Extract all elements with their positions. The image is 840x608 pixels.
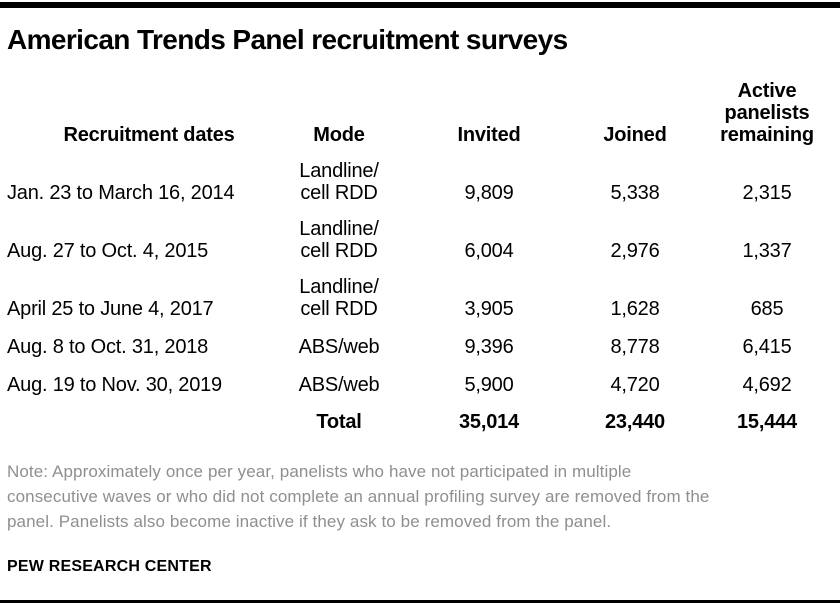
total-invited: 35,014 (459, 411, 519, 433)
cell-mode: ABS/web (298, 374, 380, 396)
note-text: Note: Approximately once per year, panel… (7, 459, 835, 534)
note-line-3: panel. Panelists also become inactive if… (7, 512, 612, 531)
cell-mode: Landline/ cell RDD (291, 146, 387, 204)
column-header-recruitment-dates: Recruitment dates (63, 124, 235, 146)
cell-remaining: 4,692 (742, 374, 792, 396)
cell-invited: 3,905 (464, 298, 514, 320)
figure-content: American Trends Panel recruitment survey… (7, 0, 835, 576)
column-header-mode: Mode (313, 124, 365, 146)
table-header-row: Recruitment dates Mode Invited Joined Ac… (7, 76, 831, 146)
cell-invited: 5,900 (464, 374, 514, 396)
cell-remaining: 2,315 (742, 182, 792, 204)
table-row: Aug. 8 to Oct. 31, 2018 ABS/web 9,396 8,… (7, 320, 831, 358)
bottom-border-line (0, 600, 840, 603)
cell-joined: 8,778 (610, 336, 660, 358)
cell-dates: Aug. 8 to Oct. 31, 2018 (7, 336, 209, 358)
cell-dates: Aug. 27 to Oct. 4, 2015 (7, 240, 209, 262)
cell-mode: Landline/ cell RDD (291, 204, 387, 262)
recruitment-table: Recruitment dates Mode Invited Joined Ac… (7, 76, 831, 433)
cell-joined: 4,720 (610, 374, 660, 396)
header-wrap-label: Active panelists remaining (720, 80, 814, 146)
column-header-invited: Invited (457, 124, 521, 146)
note-line-1: Note: Approximately once per year, panel… (7, 462, 632, 481)
column-header-joined: Joined (603, 124, 667, 146)
cell-joined: 2,976 (610, 240, 660, 262)
note-line-2: consecutive waves or who did not complet… (7, 487, 710, 506)
cell-dates: Jan. 23 to March 16, 2014 (7, 182, 235, 204)
mode-line-1: Landline/ (299, 276, 379, 298)
table-total-row: Total 35,014 23,440 15,444 (7, 396, 831, 433)
source-label: PEW RESEARCH CENTER (7, 558, 212, 575)
cell-joined: 1,628 (610, 298, 660, 320)
cell-invited: 9,809 (464, 182, 514, 204)
mode-line-2: cell RDD (300, 298, 378, 320)
chart-title: American Trends Panel recruitment survey… (7, 24, 568, 55)
total-joined: 23,440 (605, 411, 665, 433)
cell-joined: 5,338 (610, 182, 660, 204)
cell-mode: ABS/web (298, 336, 380, 358)
column-header-active-panelists-remaining: Active panelists remaining (703, 76, 831, 146)
top-accent-bar (0, 2, 840, 8)
table-row: Aug. 27 to Oct. 4, 2015 Landline/ cell R… (7, 204, 831, 262)
cell-empty (7, 396, 291, 433)
total-label: Total (316, 411, 362, 433)
cell-mode: Landline/ cell RDD (291, 262, 387, 320)
table-row: Jan. 23 to March 16, 2014 Landline/ cell… (7, 146, 831, 204)
total-remaining: 15,444 (737, 411, 797, 433)
mode-line-1: Landline/ (299, 218, 379, 240)
table-row: Aug. 19 to Nov. 30, 2019 ABS/web 5,900 4… (7, 358, 831, 396)
cell-dates: April 25 to June 4, 2017 (7, 298, 214, 320)
cell-invited: 9,396 (464, 336, 514, 358)
mode-line-2: cell RDD (300, 182, 378, 204)
cell-remaining: 1,337 (742, 240, 792, 262)
cell-remaining: 6,415 (742, 336, 792, 358)
mode-line-2: cell RDD (300, 240, 378, 262)
table-row: April 25 to June 4, 2017 Landline/ cell … (7, 262, 831, 320)
cell-dates: Aug. 19 to Nov. 30, 2019 (7, 374, 222, 396)
cell-invited: 6,004 (464, 240, 514, 262)
cell-remaining: 685 (750, 298, 784, 320)
mode-line-1: Landline/ (299, 160, 379, 182)
